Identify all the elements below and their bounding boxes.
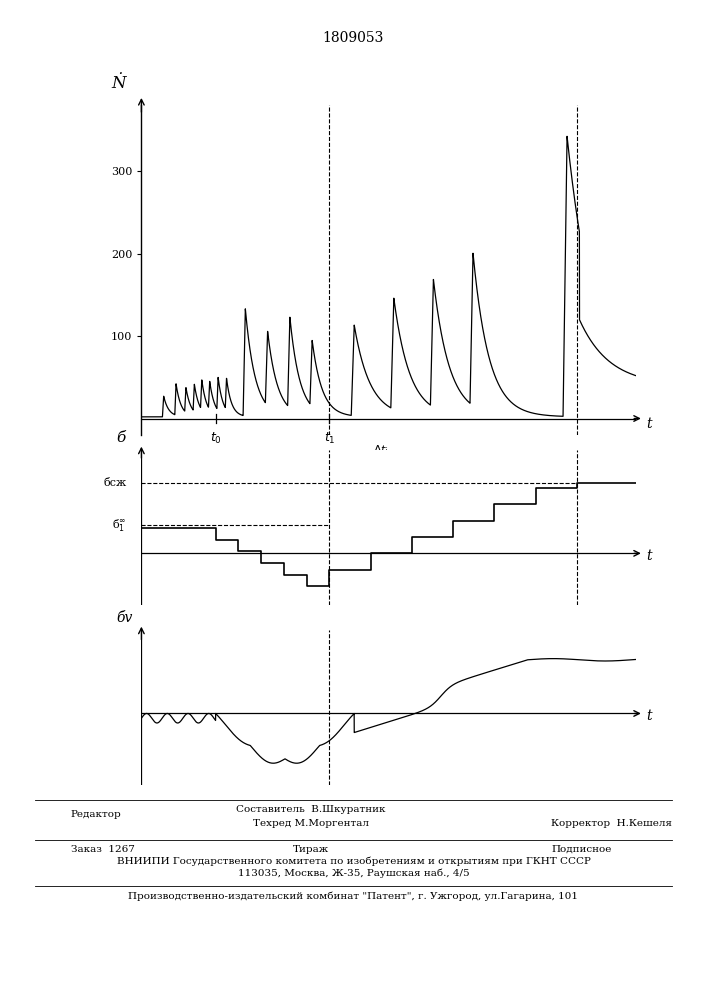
Text: Производственно-издательский комбинат "Патент", г. Ужгород, ул.Гагарина, 101: Производственно-издательский комбинат "П… <box>129 892 578 901</box>
Text: Заказ  1267: Заказ 1267 <box>71 845 134 854</box>
Text: Составитель  В.Шкуратник: Составитель В.Шкуратник <box>236 805 386 814</box>
Text: t: t <box>646 417 652 431</box>
Text: бv: бv <box>117 611 133 625</box>
Text: 113035, Москва, Ж-35, Раушская наб., 4/5: 113035, Москва, Ж-35, Раушская наб., 4/5 <box>238 868 469 878</box>
Text: $t_0$: $t_0$ <box>210 431 221 446</box>
Text: Техред М.Моргентал: Техред М.Моргентал <box>253 819 369 828</box>
Text: б$_1^{\infty}$: б$_1^{\infty}$ <box>112 517 127 533</box>
Text: Корректор  Н.Кешеля: Корректор Н.Кешеля <box>551 819 672 828</box>
Text: $\Delta t_i$: $\Delta t_i$ <box>373 443 390 457</box>
Text: Подписное: Подписное <box>551 845 612 854</box>
Text: Ṅ: Ṅ <box>112 76 127 93</box>
Text: t: t <box>646 549 652 563</box>
Text: ВНИИПИ Государственного комитета по изобретениям и открытиям при ГКНТ СССР: ВНИИПИ Государственного комитета по изоб… <box>117 856 590 866</box>
Text: б: б <box>117 431 126 445</box>
Text: 1809053: 1809053 <box>323 31 384 45</box>
Text: $t_1$: $t_1$ <box>324 431 335 446</box>
Text: Тираж: Тираж <box>293 845 329 854</box>
Text: Редактор: Редактор <box>71 810 122 819</box>
Text: t: t <box>646 709 652 723</box>
Text: бсж: бсж <box>103 478 127 488</box>
